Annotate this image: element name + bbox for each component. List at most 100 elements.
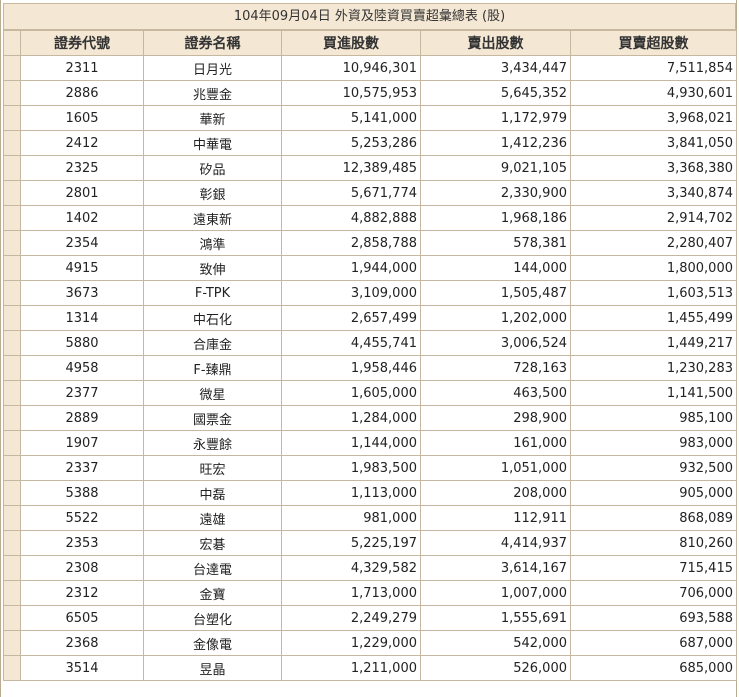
- table-row: 2311 日月光 10,946,301 3,434,447 7,511,854: [3, 55, 737, 81]
- sell-shares-cell: 463,500: [420, 380, 571, 406]
- row-marker: [3, 80, 21, 106]
- stock-name-cell: 旺宏: [143, 455, 282, 481]
- sell-shares-cell: 1,202,000: [420, 305, 571, 331]
- row-marker: [3, 155, 21, 181]
- stock-code-cell: 4958: [20, 355, 144, 381]
- row-marker: [3, 630, 21, 656]
- buy-shares-cell: 12,389,485: [281, 155, 421, 181]
- net-shares-cell: 810,260: [570, 530, 737, 556]
- header-code[interactable]: 證券代號: [20, 30, 144, 56]
- net-shares-cell: 3,968,021: [570, 105, 737, 131]
- buy-shares-cell: 1,113,000: [281, 480, 421, 506]
- buy-shares-cell: 1,983,500: [281, 455, 421, 481]
- table-row: 2412 中華電 5,253,286 1,412,236 3,841,050: [3, 130, 737, 156]
- row-marker: [3, 105, 21, 131]
- buy-shares-cell: 2,249,279: [281, 605, 421, 631]
- net-shares-cell: 7,511,854: [570, 55, 737, 81]
- stock-name-cell: 合庫金: [143, 330, 282, 356]
- net-shares-cell: 715,415: [570, 555, 737, 581]
- row-marker: [3, 380, 21, 406]
- header-name[interactable]: 證券名稱: [143, 30, 282, 56]
- stock-name-cell: 矽品: [143, 155, 282, 181]
- row-marker: [3, 305, 21, 331]
- stock-code-cell: 2353: [20, 530, 144, 556]
- stock-code-cell: 6505: [20, 605, 144, 631]
- stock-name-cell: 中華電: [143, 130, 282, 156]
- stock-name-cell: F-臻鼎: [143, 355, 282, 381]
- buy-shares-cell: 2,858,788: [281, 230, 421, 256]
- buy-shares-cell: 4,329,582: [281, 555, 421, 581]
- sell-shares-cell: 112,911: [420, 505, 571, 531]
- buy-shares-cell: 4,882,888: [281, 205, 421, 231]
- buy-shares-cell: 1,284,000: [281, 405, 421, 431]
- header-sell[interactable]: 賣出股數: [420, 30, 571, 56]
- sell-shares-cell: 1,172,979: [420, 105, 571, 131]
- net-shares-cell: 932,500: [570, 455, 737, 481]
- row-marker: [3, 455, 21, 481]
- stock-name-cell: 鴻準: [143, 230, 282, 256]
- table-row: 2308 台達電 4,329,582 3,614,167 715,415: [3, 555, 737, 581]
- row-marker: [3, 280, 21, 306]
- stock-name-cell: 永豐餘: [143, 430, 282, 456]
- stock-name-cell: 華新: [143, 105, 282, 131]
- row-marker: [3, 530, 21, 556]
- sell-shares-cell: 208,000: [420, 480, 571, 506]
- stock-name-cell: 遠東新: [143, 205, 282, 231]
- buy-shares-cell: 5,225,197: [281, 530, 421, 556]
- table-row: 3673 F-TPK 3,109,000 1,505,487 1,603,513: [3, 280, 737, 306]
- row-marker: [3, 555, 21, 581]
- stock-code-cell: 3514: [20, 655, 144, 681]
- buy-shares-cell: 1,944,000: [281, 255, 421, 281]
- row-marker: [3, 505, 21, 531]
- sell-shares-cell: 1,505,487: [420, 280, 571, 306]
- table-row: 2886 兆豐金 10,575,953 5,645,352 4,930,601: [3, 80, 737, 106]
- buy-shares-cell: 1,605,000: [281, 380, 421, 406]
- row-marker: [3, 355, 21, 381]
- sell-shares-cell: 1,968,186: [420, 205, 571, 231]
- stock-name-cell: 彰銀: [143, 180, 282, 206]
- table-row: 4958 F-臻鼎 1,958,446 728,163 1,230,283: [3, 355, 737, 381]
- sell-shares-cell: 3,434,447: [420, 55, 571, 81]
- sell-shares-cell: 298,900: [420, 405, 571, 431]
- stock-name-cell: 中磊: [143, 480, 282, 506]
- sell-shares-cell: 3,614,167: [420, 555, 571, 581]
- sell-shares-cell: 144,000: [420, 255, 571, 281]
- row-marker: [3, 330, 21, 356]
- net-shares-cell: 985,100: [570, 405, 737, 431]
- stock-code-cell: 2377: [20, 380, 144, 406]
- stock-name-cell: 致伸: [143, 255, 282, 281]
- buy-shares-cell: 1,229,000: [281, 630, 421, 656]
- table-row: 2368 金像電 1,229,000 542,000 687,000: [3, 630, 737, 656]
- table-row: 1605 華新 5,141,000 1,172,979 3,968,021: [3, 105, 737, 131]
- table-row: 2801 彰銀 5,671,774 2,330,900 3,340,874: [3, 180, 737, 206]
- row-marker: [3, 55, 21, 81]
- sell-shares-cell: 578,381: [420, 230, 571, 256]
- row-marker: [3, 230, 21, 256]
- buy-shares-cell: 1,958,446: [281, 355, 421, 381]
- row-marker: [3, 405, 21, 431]
- stock-code-cell: 2889: [20, 405, 144, 431]
- sell-shares-cell: 1,051,000: [420, 455, 571, 481]
- stock-name-cell: 兆豐金: [143, 80, 282, 106]
- sell-shares-cell: 1,412,236: [420, 130, 571, 156]
- row-marker: [3, 480, 21, 506]
- table-row: 1314 中石化 2,657,499 1,202,000 1,455,499: [3, 305, 737, 331]
- buy-shares-cell: 2,657,499: [281, 305, 421, 331]
- stock-code-cell: 3673: [20, 280, 144, 306]
- header-net[interactable]: 買賣超股數: [570, 30, 737, 56]
- buy-shares-cell: 1,211,000: [281, 655, 421, 681]
- net-buy-sell-table: 證券代號 證券名稱 買進股數 賣出股數 買賣超股數 2311 日月光 10,946,…: [3, 30, 737, 681]
- table-row: 2312 金寶 1,713,000 1,007,000 706,000: [3, 580, 737, 606]
- row-marker: [3, 580, 21, 606]
- header-buy[interactable]: 買進股數: [281, 30, 421, 56]
- table-row: 5522 遠雄 981,000 112,911 868,089: [3, 505, 737, 531]
- net-shares-cell: 2,914,702: [570, 205, 737, 231]
- stock-code-cell: 2412: [20, 130, 144, 156]
- sell-shares-cell: 5,645,352: [420, 80, 571, 106]
- stock-name-cell: 遠雄: [143, 505, 282, 531]
- stock-name-cell: 台達電: [143, 555, 282, 581]
- stock-name-cell: 日月光: [143, 55, 282, 81]
- net-shares-cell: 685,000: [570, 655, 737, 681]
- net-shares-cell: 3,340,874: [570, 180, 737, 206]
